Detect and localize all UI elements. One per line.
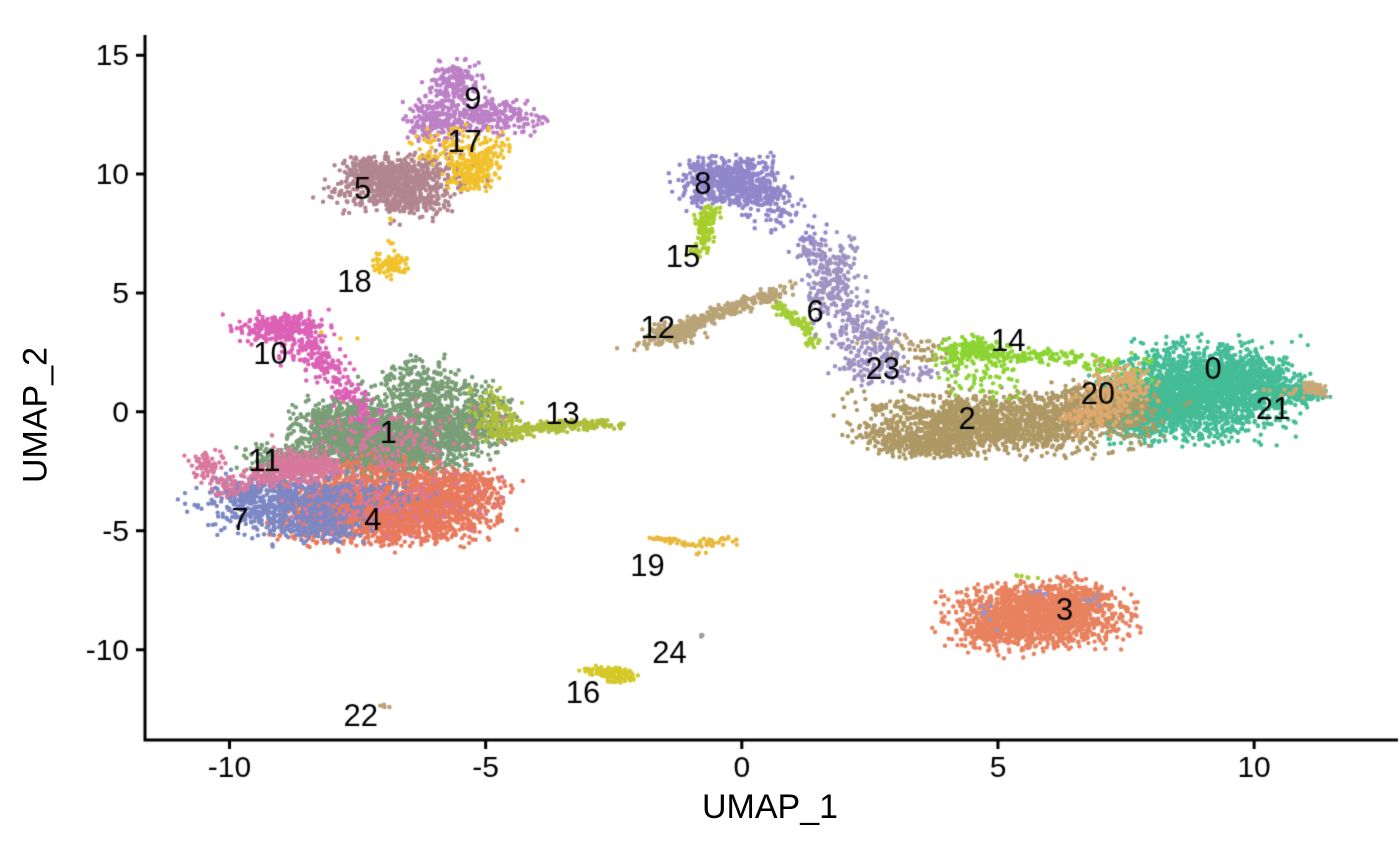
y-axis-title: UMAP_2 xyxy=(16,346,55,484)
x-axis-title: UMAP_1 xyxy=(701,788,839,826)
